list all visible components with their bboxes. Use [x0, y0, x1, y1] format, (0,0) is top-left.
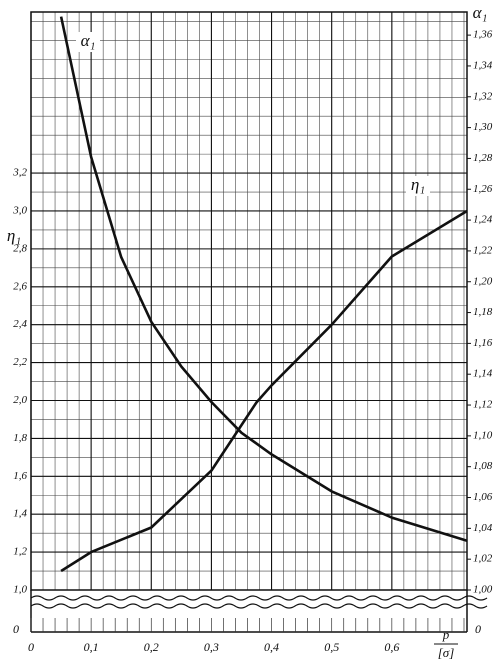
x-axis-label-denominator: [σ] [438, 645, 455, 660]
y-tick-label: 1,4 [13, 508, 27, 520]
break-label: 0 [475, 622, 481, 636]
x-tick-label: 0 [28, 640, 34, 654]
y2-tick-label: 1,22 [473, 244, 493, 256]
x-tick-label: 0,5 [324, 640, 339, 654]
axis-break [30, 595, 488, 601]
axis-break [30, 603, 488, 609]
y2-tick-label: 1,28 [473, 152, 493, 164]
y-tick-label: 1,8 [13, 432, 27, 444]
y2-tick-label: 1,20 [473, 275, 493, 287]
y2-tick-label: 1,08 [473, 460, 493, 472]
y-axis-label: η₁ [7, 226, 21, 245]
y2-tick-label: 1,16 [473, 337, 493, 349]
y2-tick-label: 1,14 [473, 368, 493, 380]
y2-tick-label: 1,24 [473, 214, 493, 226]
y2-tick-label: 1,06 [473, 491, 493, 503]
series-label: α₁ [81, 31, 96, 50]
y-tick-label: 1,0 [13, 584, 27, 596]
series-label: η₁ [411, 175, 425, 194]
line-series [59, 16, 468, 542]
y-tick-label: 2,4 [13, 318, 27, 330]
x-tick-label: 0,1 [84, 640, 99, 654]
x-tick-label: 0,2 [144, 640, 159, 654]
y-tick-label: 2,0 [13, 394, 27, 406]
y2-tick-label: 1,02 [473, 553, 493, 565]
y-tick-label: 3,2 [12, 167, 27, 179]
plot-frame [30, 11, 468, 591]
y2-tick-label: 1,34 [473, 59, 493, 71]
y2-tick-label: 1,26 [473, 183, 493, 195]
x-tick-label: 0,4 [264, 640, 279, 654]
y2-tick-label: 1,36 [473, 29, 493, 41]
x-axis-label-numerator: p [442, 627, 450, 642]
y-tick-label: 2,2 [13, 356, 27, 368]
y2-tick-label: 1,04 [473, 522, 493, 534]
line-series [60, 209, 468, 573]
y-tick-label: 1,6 [13, 470, 27, 482]
y-tick-label: 1,2 [13, 546, 27, 558]
label-bg [406, 176, 430, 196]
break-label: 0 [13, 622, 19, 636]
y-tick-label: 2,8 [13, 242, 27, 254]
y2-axis-label: α₁ [473, 3, 488, 22]
y2-tick-label: 1,10 [473, 429, 493, 441]
y-tick-label: 2,6 [13, 280, 27, 292]
y2-tick-label: 1,18 [473, 306, 493, 318]
x-tick-label: 0,6 [384, 640, 399, 654]
y-tick-label: 3,0 [12, 205, 27, 217]
label-bg [76, 32, 100, 52]
y2-tick-label: 1,32 [473, 90, 493, 102]
y2-tick-label: 1,00 [473, 584, 493, 596]
x-tick-label: 0,3 [204, 640, 219, 654]
y2-tick-label: 1,30 [473, 121, 493, 133]
y2-tick-label: 1,12 [473, 399, 493, 411]
